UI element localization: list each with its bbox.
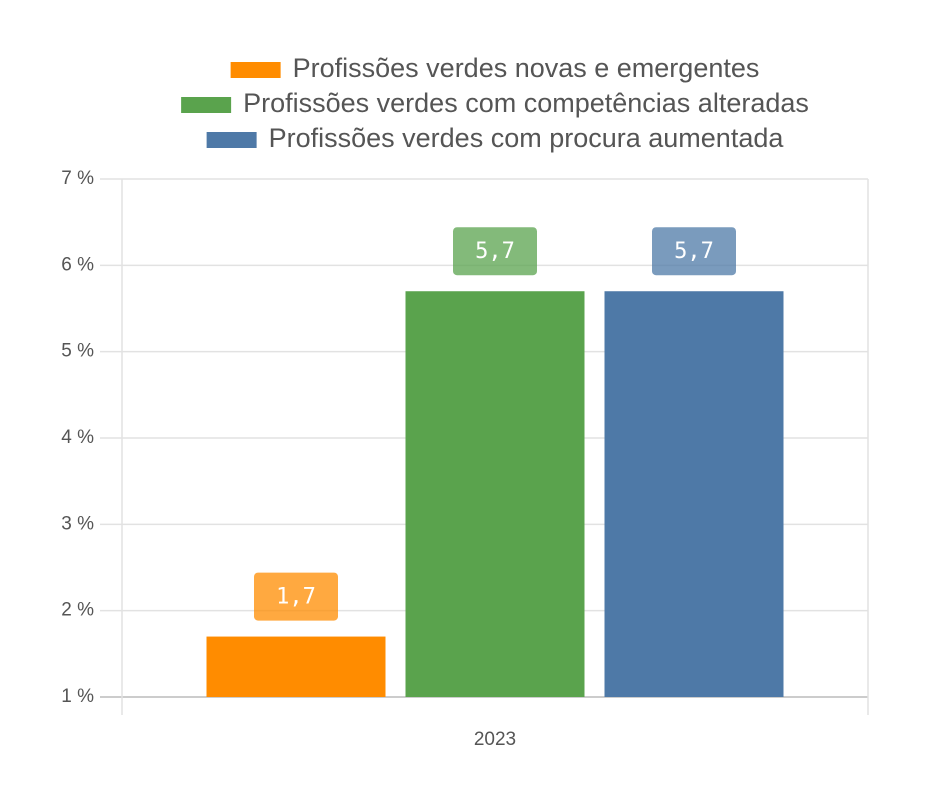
bar (405, 291, 585, 697)
x-tick-label: 2023 (474, 729, 516, 750)
legend-label: Profissões verdes com competências alter… (243, 88, 809, 118)
value-label-box (652, 227, 736, 276)
y-tick-label: 3 % (61, 513, 94, 534)
y-tick-label: 4 % (61, 427, 94, 448)
y-tick-label: 6 % (61, 254, 94, 275)
legend-swatch (230, 62, 281, 78)
value-label-box (254, 572, 338, 621)
bar (206, 636, 386, 697)
value-label-box (453, 227, 537, 276)
legend-swatch (181, 97, 232, 113)
bar (604, 291, 784, 697)
legend-label: Profissões verdes com procura aumentada (269, 123, 785, 153)
value-label: 5,7 (475, 239, 515, 264)
y-tick-label: 7 % (61, 168, 94, 189)
y-tick-label: 5 % (61, 341, 94, 362)
y-tick-label: 1 % (61, 686, 94, 707)
legend-label: Profissões verdes novas e emergentes (293, 53, 760, 83)
legend-swatch (206, 132, 257, 148)
value-label: 1,7 (276, 585, 316, 610)
y-tick-label: 2 % (61, 600, 94, 621)
value-label: 5,7 (674, 239, 714, 264)
